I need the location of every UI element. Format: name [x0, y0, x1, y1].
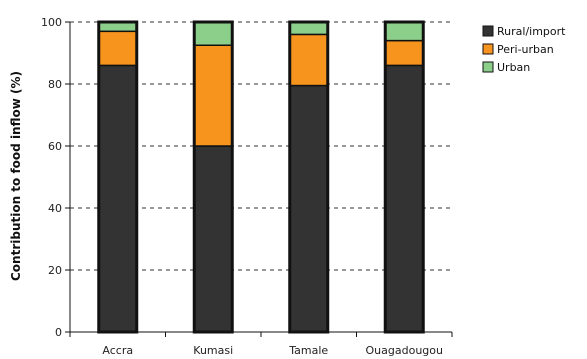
bar-ouagadougou-urban [384, 21, 424, 42]
x-tick-label-accra: Accra [102, 344, 133, 357]
legend-label-peri-urban: Peri-urban [497, 43, 554, 56]
bar-ouagadougou-rural-import [384, 64, 424, 333]
bar-kumasi-rural-import [193, 145, 233, 333]
y-tick-label-40: 40 [48, 202, 62, 215]
legend-swatch-peri-urban [482, 43, 494, 55]
bar-tamale-rural-import [289, 84, 329, 333]
bar-ouagadougou-peri-urban [384, 39, 424, 67]
bar-accra-peri-urban [98, 30, 138, 67]
x-tick-label-tamale: Tamale [288, 344, 328, 357]
bar-kumasi-urban [193, 21, 233, 46]
y-tick-label-100: 100 [41, 16, 62, 29]
bar-tamale-urban [289, 21, 329, 36]
bars [97, 20, 425, 334]
legend-swatch-urban [482, 61, 494, 73]
y-tick-label-20: 20 [48, 264, 62, 277]
y-axis-title: Contribution to food inflow (%) [9, 71, 23, 281]
x-ticks: Accra Kumasi Tamale Ouagadougou [69, 332, 453, 357]
y-tick-label-0: 0 [55, 326, 62, 339]
y-ticks: 0 20 40 60 80 100 [41, 16, 70, 339]
y-tick-label-80: 80 [48, 78, 62, 91]
x-tick-label-kumasi: Kumasi [193, 344, 233, 357]
legend: Rural/import Peri-urban Urban [482, 25, 566, 74]
legend-label-rural-import: Rural/import [497, 25, 566, 38]
bar-accra-rural-import [98, 64, 138, 333]
bar-kumasi-peri-urban [193, 44, 233, 147]
x-tick-label-ouagadougou: Ouagadougou [366, 344, 443, 357]
legend-swatch-rural-import [482, 25, 494, 37]
bar-tamale-peri-urban [289, 33, 329, 87]
y-tick-label-60: 60 [48, 140, 62, 153]
legend-label-urban: Urban [497, 61, 530, 74]
